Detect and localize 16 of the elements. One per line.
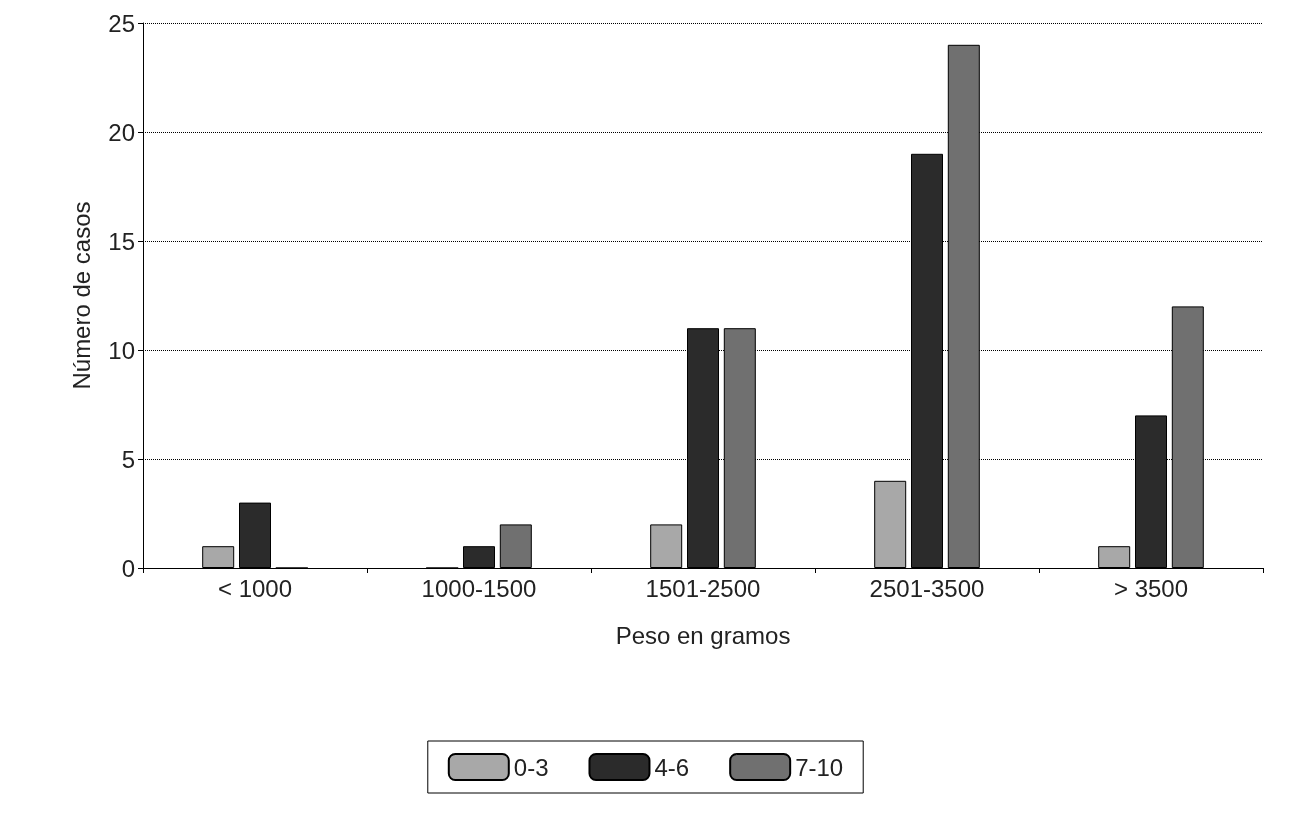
y-tick-label: 15 [108,227,135,255]
x-tick-label: 1501-2500 [645,574,761,602]
x-tick-label: < 1000 [217,574,293,602]
y-tick-label: 5 [121,445,135,473]
y-tick-label: 0 [121,554,135,582]
x-tick-label: 2501-3500 [869,574,985,602]
legend-label: 4-6 [654,753,690,781]
legend-label: 0-3 [513,753,549,781]
x-tick-label: 1000-1500 [421,574,537,602]
y-axis-title: Número de casos [67,201,95,390]
x-axis-title: Peso en gramos [615,621,791,649]
y-tick-label: 10 [108,336,135,364]
y-tick-label: 20 [108,118,135,146]
legend-label: 7-10 [795,753,844,781]
y-tick-label: 25 [108,9,135,37]
x-tick-label: > 3500 [1113,574,1189,602]
